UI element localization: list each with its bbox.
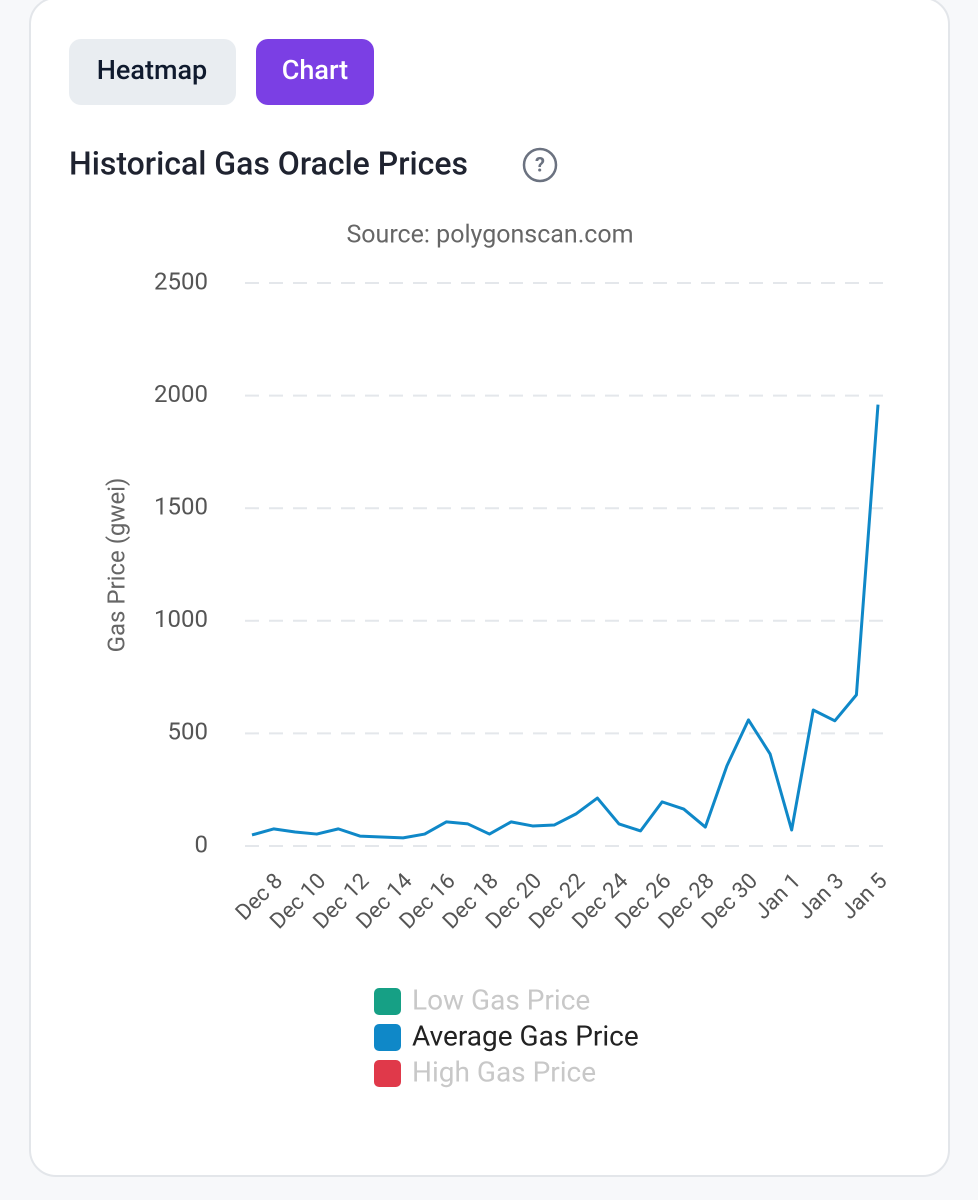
legend-swatch <box>374 1024 401 1051</box>
y-tick-label: 500 <box>168 718 208 746</box>
chart-tab[interactable] <box>256 39 374 105</box>
chart-title: Historical Gas Oracle Prices <box>69 144 468 182</box>
y-axis-label: Gas Price (gwei) <box>102 478 130 653</box>
y-tick-label: 0 <box>195 830 209 858</box>
chart-subtitle: Source: polygonscan.com <box>346 221 633 250</box>
y-tick-label: 2500 <box>154 267 208 295</box>
help-icon[interactable]: ? <box>522 147 558 183</box>
svg-text:?: ? <box>535 152 545 176</box>
legend-swatch <box>374 988 401 1015</box>
chart-tab-label[interactable]: Chart <box>282 54 348 86</box>
legend-swatch <box>374 1060 401 1087</box>
legend-label[interactable]: Average Gas Price <box>412 1019 639 1052</box>
card <box>29 0 950 1177</box>
y-tick-label: 1500 <box>154 493 208 521</box>
y-tick-label: 2000 <box>154 380 208 408</box>
y-tick-label: 1000 <box>154 605 208 633</box>
heatmap-tab[interactable] <box>69 39 236 105</box>
line-series <box>251 404 880 840</box>
heatmap-tab-label[interactable]: Heatmap <box>97 54 207 86</box>
legend-label[interactable]: High Gas Price <box>412 1055 596 1088</box>
legend-label[interactable]: Low Gas Price <box>412 983 590 1016</box>
